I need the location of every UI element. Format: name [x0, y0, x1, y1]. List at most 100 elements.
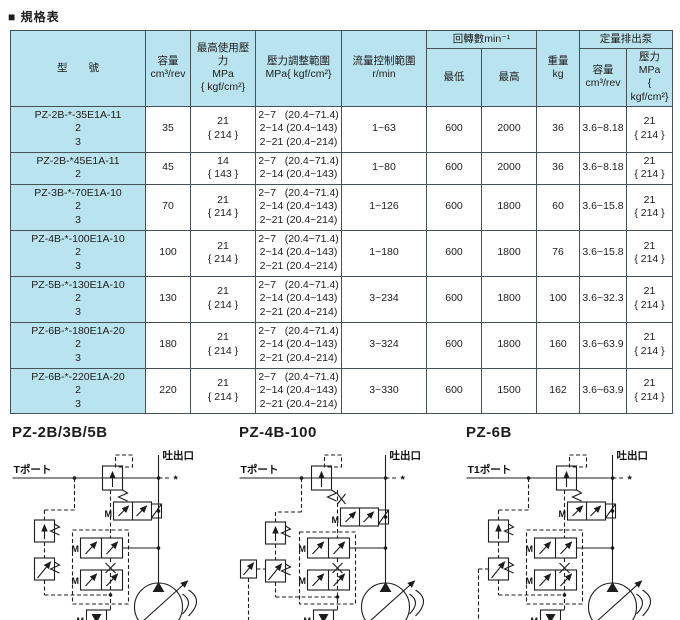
- weight-cell: 100: [536, 275, 580, 323]
- max-pressure-cell: 21 { 214 }: [190, 321, 256, 369]
- pilot-lines: [43, 478, 130, 611]
- header-model: 型 號: [10, 30, 146, 107]
- max-pressure-cell: 21 { 214 }: [190, 105, 256, 153]
- weight-cell: 36: [536, 105, 580, 153]
- max-pressure-cell: 21 { 214 }: [190, 183, 256, 231]
- left-relief-valves: [33, 519, 61, 581]
- rpm-min-cell: 600: [426, 367, 482, 415]
- weight-cell: 36: [536, 151, 580, 185]
- pilot-valve-a-symbol: [533, 537, 615, 559]
- diagram-title: PZ-4B-100: [239, 424, 317, 442]
- hydraulic-circuit-svg: Tポート 吐出口 吸入口 * * M M M M O: [239, 449, 425, 620]
- header-pressure-range: 壓力調整範圍 MPa{ kgf/cm²}: [255, 30, 342, 107]
- discharge-port-label: 吐出口: [390, 449, 422, 462]
- solenoid-valve-symbol: [566, 501, 617, 521]
- fixed-capacity-cell: 3.6~8.18: [579, 151, 627, 185]
- table-row: PZ-5B-*-130E1A-10 2 3 130 21 { 214 } 2~7…: [10, 275, 673, 323]
- solenoid-m-label: M: [526, 576, 534, 586]
- solenoid-valve-symbol: [112, 501, 163, 521]
- table-row: PZ-2B-*45E1A-11 2 45 14 { 143 } 2~7 (20.…: [10, 151, 673, 185]
- model-cell: PZ-4B-*-100E1A-10 2 3: [10, 229, 146, 277]
- asterisk-mark: *: [628, 474, 633, 486]
- fixed-capacity-cell: 3.6~8.18: [579, 105, 627, 153]
- flow-range-cell: 3~234: [341, 275, 427, 323]
- rpm-min-cell: 600: [426, 105, 482, 153]
- rpm-max-cell: 2000: [481, 105, 537, 153]
- weight-cell: 76: [536, 229, 580, 277]
- discharge-line: [157, 455, 172, 584]
- weight-cell: 162: [536, 367, 580, 415]
- pilot-valve-a-symbol: [306, 537, 388, 559]
- fixed-capacity-cell: 3.6~32.3: [579, 275, 627, 323]
- weight-cell: 60: [536, 183, 580, 231]
- solenoid-m-label: M: [559, 509, 567, 519]
- header-rotation: 回轉數min⁻¹: [426, 29, 537, 50]
- compensator-symbol: [539, 609, 562, 620]
- discharge-port-label: 吐出口: [617, 449, 649, 462]
- pilot-valve-a-symbol: [79, 537, 161, 559]
- capacity-cell: 180: [145, 321, 191, 369]
- rpm-max-cell: 1800: [481, 321, 537, 369]
- capacity-cell: 220: [145, 367, 191, 415]
- fixed-pressure-cell: 21 { 214 }: [626, 105, 673, 153]
- relief-valve-symbol: [555, 454, 588, 502]
- pilot-valve-b-symbol: [306, 569, 351, 591]
- header-fixed-pump: 定量排出泵: [579, 29, 673, 50]
- solenoid-m-label: M: [299, 576, 307, 586]
- solenoid-m-label: M: [531, 616, 539, 620]
- spec-table: 型 號 容量 cm³/rev 最高使用壓力 MPa { kgf/cm²} 壓力調…: [10, 29, 673, 415]
- left-relief-valves: [487, 519, 515, 581]
- capacity-cell: 100: [145, 229, 191, 277]
- table-row: PZ-4B-*-100E1A-10 2 3 100 21 { 214 } 2~7…: [10, 229, 673, 277]
- discharge-line: [611, 455, 626, 584]
- header-weight: 重量 kg: [536, 30, 580, 107]
- pilot-lines: [477, 478, 584, 620]
- diagram-title: PZ-2B/3B/5B: [12, 424, 108, 442]
- max-pressure-cell: 21 { 214 }: [190, 367, 256, 415]
- rpm-max-cell: 1500: [481, 367, 537, 415]
- solenoid-m-label: M: [526, 544, 534, 554]
- weight-cell: 160: [536, 321, 580, 369]
- max-pressure-cell: 14 { 143 }: [190, 151, 256, 185]
- t-port-label: Tポート: [14, 463, 52, 476]
- circuit-figure-pz4b100: PZ-4B-100: [237, 424, 456, 620]
- flow-range-cell: 3~330: [341, 367, 427, 415]
- diagram-title: PZ-6B: [466, 424, 512, 442]
- model-cell: PZ-2B-*45E1A-11 2: [10, 151, 146, 185]
- rpm-min-cell: 600: [426, 229, 482, 277]
- flow-range-cell: 1~80: [341, 151, 427, 185]
- fixed-capacity-cell: 3.6~15.8: [579, 183, 627, 231]
- pump-symbol: [360, 580, 425, 620]
- pilot-valve-b-symbol: [79, 569, 124, 591]
- left-relief-valves: [239, 521, 292, 583]
- rpm-min-cell: 600: [426, 183, 482, 231]
- pressure-range-cell: 2~7 (20.4~71.4) 2~14 (20.4~143) 2~21 (20…: [255, 321, 342, 369]
- solenoid-m-label: M: [332, 515, 340, 525]
- table-row: PZ-6B-*-180E1A-20 2 3 180 21 { 214 } 2~7…: [10, 321, 673, 369]
- pressure-range-cell: 2~7 (20.4~71.4) 2~14 (20.4~143) 2~21 (20…: [255, 229, 342, 277]
- capacity-cell: 130: [145, 275, 191, 323]
- table-row: PZ-3B-*-70E1A-10 2 3 70 21 { 214 } 2~7 (…: [10, 183, 673, 231]
- model-cell: PZ-6B-*-180E1A-20 2 3: [10, 321, 146, 369]
- fixed-pressure-cell: 21 { 214 }: [626, 229, 673, 277]
- hydraulic-circuit-svg: T1ポート 吐出口 吸入口 T2ポート * M M M M O: [466, 449, 652, 620]
- solenoid-m-label: M: [299, 544, 307, 554]
- max-pressure-cell: 21 { 214 }: [190, 229, 256, 277]
- t-port-line: [466, 476, 615, 481]
- rpm-min-cell: 600: [426, 151, 482, 185]
- hydraulic-circuit-svg: Tポート 吐出口 吸入口 * M M M M O: [12, 449, 198, 620]
- discharge-port-label: 吐出口: [163, 449, 195, 462]
- solenoid-m-label: M: [105, 509, 113, 519]
- t-port-line: [239, 476, 388, 481]
- rpm-max-cell: 2000: [481, 151, 537, 185]
- fixed-capacity-cell: 3.6~63.9: [579, 321, 627, 369]
- flow-range-cell: 1~126: [341, 183, 427, 231]
- flow-range-cell: 3~324: [341, 321, 427, 369]
- pilot-lines: [247, 478, 357, 620]
- pump-symbol: [133, 580, 198, 620]
- solenoid-m-label: M: [304, 616, 312, 620]
- discharge-line: [384, 455, 399, 584]
- flow-range-cell: 1~63: [341, 105, 427, 153]
- flow-range-cell: 1~180: [341, 229, 427, 277]
